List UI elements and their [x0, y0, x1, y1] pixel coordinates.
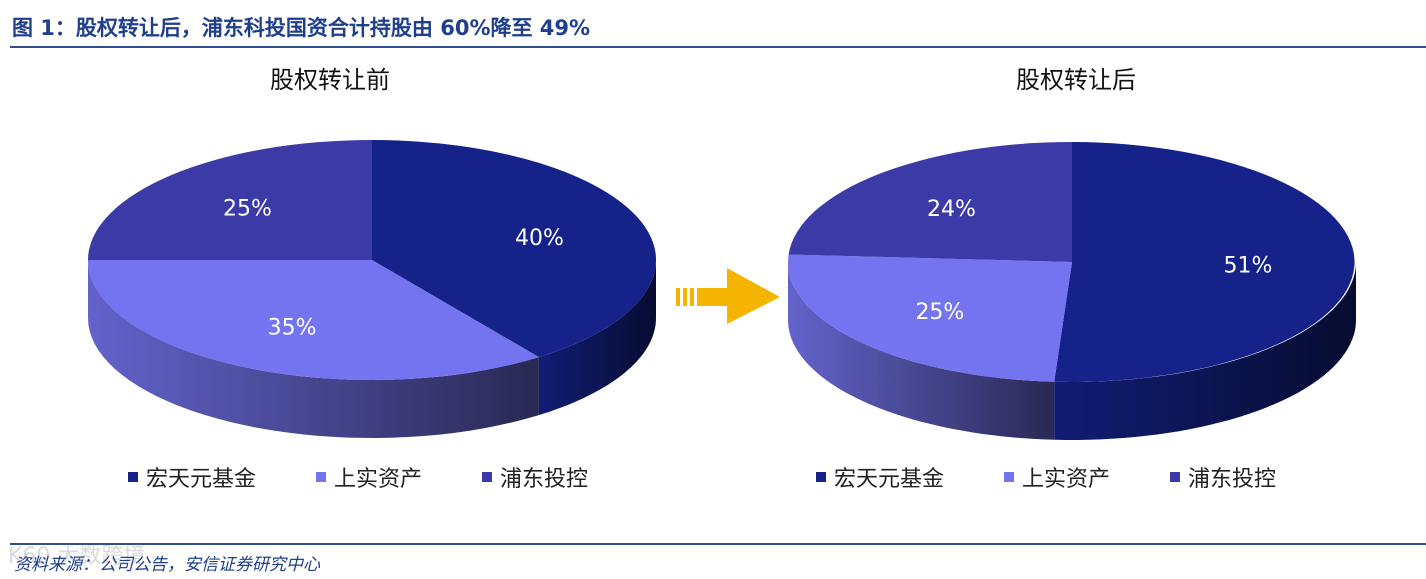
legend-item: 宏天元基金	[816, 461, 944, 493]
legend-item: 宏天元基金	[128, 461, 256, 493]
pie-data-label: 40%	[515, 226, 564, 251]
legend-swatch	[1004, 472, 1015, 482]
legend-item: 浦东投控	[482, 461, 588, 493]
pie-chart-before: 40% 35% 25%	[88, 140, 657, 438]
legend-swatch	[128, 472, 138, 482]
pie-slice-浦东投控	[88, 140, 372, 260]
figure-header: 图 1：股权转让后，浦东科投国资合计持股由 60%降至 49%	[0, 0, 1426, 48]
pie-data-label: 25%	[915, 300, 964, 325]
legend-swatch	[316, 472, 327, 482]
figure-title: 图 1：股权转让后，浦东科投国资合计持股由 60%降至 49%	[12, 16, 591, 40]
pie-slice-宏天元基金	[372, 140, 657, 358]
legend-after: 宏天元基金 上实资产 浦东投控	[816, 462, 1336, 492]
source-rule	[10, 543, 1426, 545]
pie-data-label: 51%	[1224, 253, 1273, 278]
chart-title-after: 股权转让后	[1016, 66, 1136, 94]
legend-before: 宏天元基金 上实资产 浦东投控	[128, 462, 648, 492]
legend-item: 上实资产	[1004, 461, 1110, 493]
source-note: 资料来源：公司公告，安信证券研究中心	[14, 555, 320, 575]
arrow-icon	[676, 268, 780, 324]
legend-label: 宏天元基金	[146, 467, 257, 492]
pie-data-label: 24%	[927, 197, 976, 222]
title-rule	[10, 46, 1426, 48]
pie-slice-浦东投控	[788, 142, 1072, 262]
legend-label: 浦东投控	[500, 467, 589, 492]
legend-item: 上实资产	[316, 461, 422, 493]
legend-label: 宏天元基金	[834, 467, 945, 492]
legend-swatch	[1170, 472, 1181, 482]
legend-swatch	[482, 472, 493, 482]
legend-item: 浦东投控	[1170, 461, 1276, 493]
pie-side-宏天元基金	[1054, 262, 1356, 440]
pie-slice-宏天元基金	[1054, 142, 1355, 382]
legend-swatch	[816, 472, 826, 482]
pie-chart-after: 51% 25% 24%	[788, 142, 1356, 440]
pie-side-宏天元基金	[538, 260, 656, 416]
pie-side-上实资产	[88, 260, 539, 438]
legend-label: 上实资产	[1022, 467, 1111, 492]
pie-slice-上实资产	[788, 254, 1072, 382]
legend-label: 浦东投控	[1188, 467, 1277, 492]
pie-side-上实资产	[788, 262, 1055, 440]
watermark: K60 大数跨境	[8, 544, 146, 569]
pie-data-label: 35%	[268, 315, 317, 340]
chart-title-before: 股权转让前	[270, 66, 390, 94]
legend-label: 上实资产	[334, 467, 423, 492]
pie-data-label: 25%	[223, 196, 272, 221]
pie-slice-上实资产	[88, 260, 539, 381]
